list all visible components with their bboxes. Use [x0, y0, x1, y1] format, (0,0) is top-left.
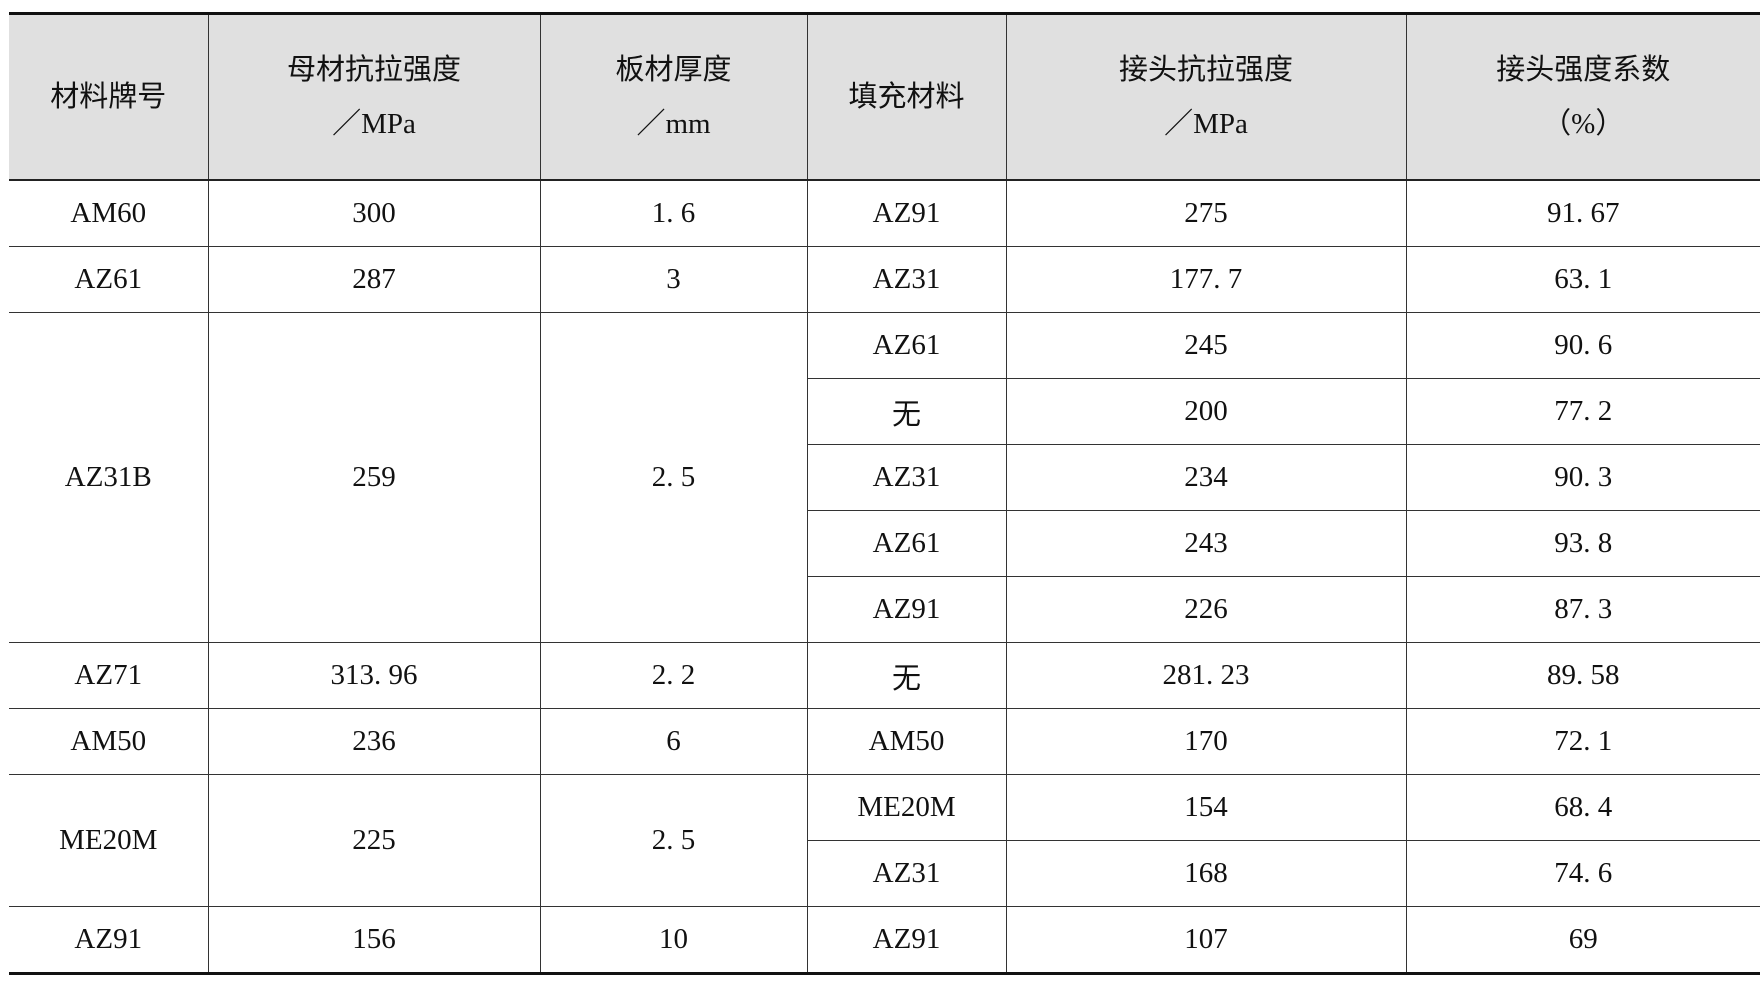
filler-cell: AZ31: [806, 246, 1007, 313]
table-row: AZ91 226 87. 3: [9, 576, 1760, 643]
thickness-cell: 2. 5: [539, 312, 808, 643]
header-joint-coefficient-label: 接头强度系数: [1496, 54, 1671, 86]
filler-cell: AZ61: [806, 312, 1007, 379]
joint-strength-cell: 107: [1005, 906, 1407, 974]
thickness-cell: 3: [539, 246, 808, 313]
table-row: AM60 300 1. 6 AZ91 275 91. 67: [9, 179, 1760, 247]
header-thickness-label: 板材厚度: [615, 54, 732, 86]
table-row: AZ71 313. 96 2. 2 无 281. 23 89. 58: [9, 642, 1760, 709]
filler-cell: AZ91: [807, 576, 1007, 643]
material-cell: AM60: [9, 179, 209, 247]
header-joint-coefficient: 接头强度系数 （%）: [1405, 13, 1760, 181]
material-cell: AZ61: [9, 246, 209, 313]
joint-coefficient-cell: 89. 58: [1405, 642, 1760, 709]
thickness-cell: 10: [539, 906, 808, 974]
joint-strength-cell: 177. 7: [1005, 246, 1407, 313]
table-row: AZ91 156 10 AZ91 107 69: [9, 906, 1760, 974]
base-strength-cell: 259: [207, 312, 541, 643]
joint-strength-cell: 170: [1005, 708, 1407, 775]
thickness-cell: 2. 5: [539, 774, 808, 907]
table-row: AZ61 287 3 AZ31 177. 7 63. 1: [9, 246, 1760, 313]
table-row: AZ31 234 90. 3: [9, 444, 1760, 511]
base-strength-cell: 236: [207, 708, 541, 775]
joint-coefficient-cell: 91. 67: [1405, 179, 1760, 247]
filler-cell: AZ61: [807, 510, 1007, 577]
header-base-strength-unit: ／MPa: [332, 108, 416, 140]
filler-cell: ME20M: [806, 774, 1007, 841]
table-row: AZ31 168 74. 6: [9, 840, 1760, 907]
joint-strength-cell: 168: [1005, 840, 1407, 907]
base-strength-cell: 287: [207, 246, 541, 313]
header-filler: 填充材料: [806, 13, 1007, 181]
joint-strength-cell: 154: [1005, 774, 1407, 841]
header-base-strength-label: 母材抗拉强度: [286, 54, 461, 86]
header-material-label: 材料牌号: [50, 81, 167, 113]
joint-coefficient-cell: 74. 6: [1405, 840, 1760, 907]
header-joint-strength-unit: ／MPa: [1164, 108, 1248, 140]
table-body: AM60 300 1. 6 AZ91 275 91. 67 AZ61 287 3 AZ31 177.…: [9, 179, 1760, 974]
joint-coefficient-cell: 63. 1: [1405, 246, 1760, 313]
header-row: 材料牌号 母材抗拉强度 ／MPa 板材厚度 ／mm 填充材料 接头抗拉强度 ／MPa …: [9, 13, 1760, 181]
table-row: AZ31B 259 2. 5 AZ61 245 90. 6: [9, 312, 1760, 643]
material-cell: AZ31B: [9, 312, 209, 643]
table-row: ME20M 225 2. 5 ME20M 154 68. 4: [9, 774, 1760, 907]
joint-coefficient-cell: 93. 8: [1405, 510, 1760, 577]
filler-cell: AZ91: [806, 179, 1007, 247]
thickness-cell: 6: [539, 708, 808, 775]
base-strength-cell: 313. 96: [207, 642, 541, 709]
filler-cell: AZ31: [807, 444, 1007, 511]
header-thickness: 板材厚度 ／mm: [539, 13, 808, 181]
material-cell: AM50: [9, 708, 209, 775]
base-strength-cell: 156: [207, 906, 541, 974]
joint-coefficient-cell: 72. 1: [1405, 708, 1760, 775]
data-table: 材料牌号 母材抗拉强度 ／MPa 板材厚度 ／mm 填充材料 接头抗拉强度 ／MPa …: [9, 12, 1760, 975]
joint-coefficient-cell: 77. 2: [1405, 378, 1760, 445]
table-row: AM50 236 6 AM50 170 72. 1: [9, 708, 1760, 775]
joint-coefficient-cell: 87. 3: [1405, 576, 1760, 643]
base-strength-cell: 300: [207, 179, 541, 247]
filler-cell: AM50: [806, 708, 1007, 775]
joint-strength-cell: 200: [1005, 378, 1407, 445]
material-cell: ME20M: [9, 774, 209, 907]
thickness-cell: 1. 6: [539, 179, 808, 247]
header-material: 材料牌号: [9, 13, 209, 181]
thickness-cell: 2. 2: [539, 642, 808, 709]
joint-strength-cell: 281. 23: [1005, 642, 1407, 709]
header-filler-label: 填充材料: [848, 81, 965, 113]
joint-coefficient-cell: 90. 6: [1405, 312, 1760, 379]
material-cell: AZ91: [9, 906, 209, 974]
joint-coefficient-cell: 90. 3: [1405, 444, 1760, 511]
joint-strength-cell: 245: [1005, 312, 1407, 379]
joint-coefficient-cell: 69: [1405, 906, 1760, 974]
header-joint-strength: 接头抗拉强度 ／MPa: [1005, 13, 1407, 181]
header-joint-strength-label: 接头抗拉强度: [1118, 54, 1293, 86]
joint-strength-cell: 275: [1005, 179, 1407, 247]
filler-cell: AZ91: [806, 906, 1007, 974]
filler-cell: 无: [806, 642, 1007, 709]
joint-strength-cell: 243: [1005, 510, 1407, 577]
header-thickness-unit: ／mm: [636, 108, 711, 140]
joint-coefficient-cell: 68. 4: [1405, 774, 1760, 841]
header-base-strength: 母材抗拉强度 ／MPa: [207, 13, 541, 181]
joint-strength-cell: 226: [1005, 576, 1407, 643]
filler-cell: AZ31: [807, 840, 1007, 907]
header-joint-coefficient-unit: （%）: [1542, 108, 1625, 140]
table-row: 无 200 77. 2: [9, 378, 1760, 445]
base-strength-cell: 225: [207, 774, 541, 907]
filler-cell: 无: [807, 378, 1007, 445]
material-cell: AZ71: [9, 642, 209, 709]
joint-strength-cell: 234: [1005, 444, 1407, 511]
